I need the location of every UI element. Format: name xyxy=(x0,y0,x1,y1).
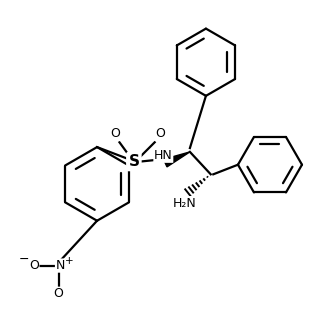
Text: O: O xyxy=(54,287,64,300)
Text: HN: HN xyxy=(154,149,173,162)
Text: S: S xyxy=(128,154,139,169)
Polygon shape xyxy=(163,152,190,167)
Text: H₂N: H₂N xyxy=(173,197,197,210)
Text: O: O xyxy=(111,128,121,141)
Text: −: − xyxy=(19,253,29,266)
Text: N: N xyxy=(56,259,65,272)
Text: +: + xyxy=(65,256,73,266)
Text: O: O xyxy=(29,259,39,272)
Text: O: O xyxy=(155,128,165,141)
